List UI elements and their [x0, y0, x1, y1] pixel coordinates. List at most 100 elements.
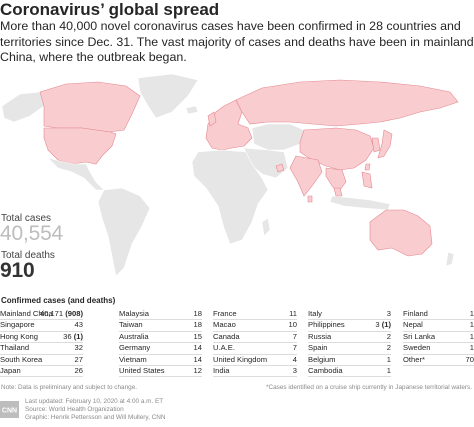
case-number: 70 — [465, 354, 474, 364]
death-count: (1) — [73, 331, 83, 341]
country-name: France — [213, 309, 237, 318]
case-number: 7 — [292, 343, 297, 353]
death-count: (1) — [381, 320, 391, 330]
canada — [39, 81, 141, 133]
case-count: 12 — [194, 366, 202, 376]
table-column: France 11 Macao 10 Canada 7 U.A.E. 7 United King… — [213, 309, 297, 378]
case-number: 1 — [386, 354, 391, 364]
country-name: Sweden — [403, 343, 431, 353]
new-zealand — [445, 251, 455, 267]
total-deaths-label: Total deaths — [1, 250, 55, 261]
table-row: Italy 3 — [308, 309, 391, 321]
chart-title: Coronavirus’ global spread — [0, 0, 220, 19]
cases-table: Mainland China 40,171 (908) Singapore 43 Hon… — [0, 309, 474, 378]
country-name: Spain — [308, 343, 328, 353]
table-column: Italy 3 Philippines 3 (1) Russia 2 Spain 2 Belgi… — [308, 309, 391, 378]
case-number: 14 — [193, 354, 202, 364]
table-row: Macao 10 — [213, 320, 297, 332]
uk — [207, 111, 217, 127]
country-name: India — [213, 365, 230, 375]
table-column: Finland 1 Nepal 1 Sri Lanka 1 Sweden 1 Other* 70 — [403, 309, 474, 366]
table-row: Vietnam 14 — [119, 355, 202, 366]
case-count: 14 — [194, 343, 202, 353]
country-name: Other* — [403, 354, 425, 364]
country-name: Philippines — [308, 320, 345, 330]
japan — [377, 129, 393, 159]
case-count: 4 — [293, 355, 297, 365]
country-name: Australia — [119, 331, 149, 341]
case-count: 18 — [194, 320, 202, 330]
case-number: 1 — [469, 331, 474, 341]
table-row: Sri Lanka 1 — [403, 332, 474, 344]
case-number: 7 — [292, 331, 297, 341]
table-row: Malaysia 18 — [119, 309, 202, 321]
country-name: United States — [119, 365, 165, 375]
table-row: Philippines 3 (1) — [308, 320, 391, 332]
case-number: 3 — [386, 309, 391, 318]
graphic-credit: Graphic: Henrik Pettersson and Will Mull… — [25, 414, 166, 421]
country-name: Thailand — [0, 343, 30, 353]
cruise-ship-footnote: *Cases identified on a cruise ship curre… — [265, 384, 472, 391]
cnn-logo-text: CNN — [2, 408, 17, 415]
last-updated: Last updated: February 10, 2020 at 4:00 … — [25, 398, 164, 405]
table-row: Taiwan 18 — [119, 320, 202, 332]
case-number: 1 — [469, 309, 474, 318]
case-count: 1 — [387, 366, 391, 376]
table-row: Belgium 1 — [308, 355, 391, 366]
case-count: 14 — [194, 355, 202, 365]
case-count: 1 — [470, 343, 474, 353]
case-count: 1 — [470, 332, 474, 342]
case-count: 43 — [75, 320, 83, 330]
case-number: 36 — [63, 331, 72, 341]
case-count: 7 — [293, 332, 297, 342]
country-name: Mainland China — [0, 309, 53, 318]
table-row: Hong Kong 36 (1) — [0, 331, 83, 344]
case-number: 15 — [193, 331, 202, 341]
table-row: Cambodia 1 — [308, 366, 391, 378]
case-count: 70 — [466, 355, 474, 365]
case-number: 1 — [469, 320, 474, 330]
country-name: South Korea — [0, 354, 43, 364]
total-cases-value: 40,554 — [0, 222, 64, 245]
case-count: 11 — [289, 309, 297, 319]
case-count: 26 — [75, 366, 83, 376]
indonesia — [329, 195, 391, 211]
case-count: 10 — [289, 320, 297, 330]
case-number: 2 — [386, 343, 391, 353]
table-row: Finland 1 — [403, 309, 474, 321]
case-number: 10 — [288, 320, 297, 330]
table-row: Thailand 32 — [0, 343, 83, 355]
case-count: 2 — [387, 343, 391, 353]
table-row: Spain 2 — [308, 343, 391, 355]
country-name: United Kingdom — [213, 354, 268, 364]
table-row: Mainland China 40,171 (908) — [0, 309, 83, 321]
total-cases-label: Total cases — [1, 213, 52, 224]
intro-text: More than 40,000 novel coronavirus cases… — [0, 19, 474, 65]
country-name: Italy — [308, 309, 322, 318]
world-map — [1, 73, 459, 277]
table-row: United States 12 — [119, 365, 202, 378]
taiwan — [364, 163, 371, 171]
country-name: Nepal — [403, 320, 423, 330]
madagascar — [261, 217, 271, 237]
case-count: 1 — [387, 355, 391, 365]
table-row: Canada 7 — [213, 332, 297, 344]
case-count: 15 — [194, 332, 202, 342]
country-name: Belgium — [308, 354, 336, 364]
case-number: 1 — [386, 365, 391, 375]
table-row: Germany 14 — [119, 343, 202, 355]
table-row: India 3 — [213, 365, 297, 378]
table-row: Nepal 1 — [403, 320, 474, 332]
table-row: Australia 15 — [119, 331, 202, 344]
cnn-logo: CNN — [0, 401, 19, 418]
case-count: 1 — [470, 320, 474, 330]
case-number: 3 — [292, 365, 297, 375]
country-name: U.A.E. — [213, 343, 235, 353]
case-count: 3 — [387, 309, 391, 319]
table-row: South Korea 27 — [0, 355, 83, 366]
africa — [191, 149, 269, 245]
table-row: United Kingdom 4 — [213, 355, 297, 366]
data-note: Note: Data is preliminary and subject to… — [1, 384, 138, 391]
source-credit: Source: World Health Organization — [25, 406, 124, 413]
country-name: Finland — [403, 309, 428, 318]
